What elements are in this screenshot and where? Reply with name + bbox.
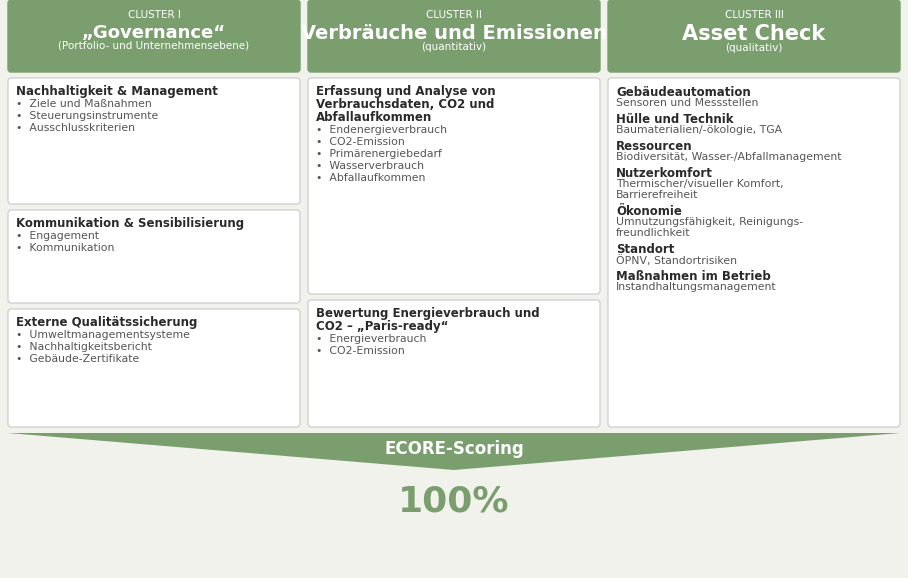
Text: •  Kommunikation: • Kommunikation — [16, 243, 114, 253]
Text: •  Abfallaufkommen: • Abfallaufkommen — [316, 173, 425, 183]
Text: Hülle und Technik: Hülle und Technik — [616, 113, 734, 126]
Text: ECORE-Scoring: ECORE-Scoring — [384, 439, 524, 458]
Text: freundlichkeit: freundlichkeit — [616, 228, 690, 238]
FancyBboxPatch shape — [608, 78, 900, 427]
Text: Abfallaufkommen: Abfallaufkommen — [316, 111, 432, 124]
Text: •  Gebäude-Zertifikate: • Gebäude-Zertifikate — [16, 354, 139, 364]
FancyBboxPatch shape — [8, 78, 300, 204]
Text: Asset Check: Asset Check — [683, 24, 825, 44]
Text: Sensoren und Messstellen: Sensoren und Messstellen — [616, 98, 758, 108]
Text: Externe Qualitätssicherung: Externe Qualitätssicherung — [16, 316, 197, 329]
Text: CLUSTER III: CLUSTER III — [725, 10, 784, 20]
Text: •  Ausschlusskriterien: • Ausschlusskriterien — [16, 123, 135, 133]
Text: Umnutzungsfähigkeit, Reinigungs-: Umnutzungsfähigkeit, Reinigungs- — [616, 217, 803, 227]
Text: (quantitativ): (quantitativ) — [421, 42, 487, 52]
Text: •  Umweltmanagementsysteme: • Umweltmanagementsysteme — [16, 330, 190, 340]
Text: „Governance“: „Governance“ — [82, 24, 226, 42]
FancyBboxPatch shape — [8, 210, 300, 303]
FancyBboxPatch shape — [308, 78, 600, 294]
Text: •  Ziele und Maßnahmen: • Ziele und Maßnahmen — [16, 99, 152, 109]
Text: •  Primärenergiebedarf: • Primärenergiebedarf — [316, 149, 442, 159]
Text: •  CO2-Emission: • CO2-Emission — [316, 346, 405, 356]
Text: CLUSTER II: CLUSTER II — [426, 10, 482, 20]
Text: Baumaterialien/-ökologie, TGA: Baumaterialien/-ökologie, TGA — [616, 125, 782, 135]
Polygon shape — [8, 433, 900, 470]
Text: CO2 – „Paris-ready“: CO2 – „Paris-ready“ — [316, 320, 449, 333]
Text: •  Endenergieverbrauch: • Endenergieverbrauch — [316, 125, 447, 135]
Text: Instandhaltungsmanagement: Instandhaltungsmanagement — [616, 282, 776, 292]
Text: Nachhaltigkeit & Management: Nachhaltigkeit & Management — [16, 85, 218, 98]
Text: Ressourcen: Ressourcen — [616, 140, 693, 153]
Text: (qualitativ): (qualitativ) — [725, 43, 783, 53]
Text: Biodiversität, Wasser-/Abfallmanagement: Biodiversität, Wasser-/Abfallmanagement — [616, 152, 842, 162]
Text: (Portfolio- und Unternehmensebene): (Portfolio- und Unternehmensebene) — [58, 41, 250, 51]
Text: •  Engagement: • Engagement — [16, 231, 99, 241]
Text: Verbräuche und Emissionen: Verbräuche und Emissionen — [301, 24, 607, 43]
Text: 100%: 100% — [399, 485, 509, 519]
Text: Gebäudeautomation: Gebäudeautomation — [616, 86, 751, 99]
FancyBboxPatch shape — [308, 0, 600, 72]
Text: Thermischer/visueller Komfort,: Thermischer/visueller Komfort, — [616, 179, 784, 189]
FancyBboxPatch shape — [8, 0, 300, 72]
Text: Ökonomie: Ökonomie — [616, 205, 682, 218]
Text: CLUSTER I: CLUSTER I — [127, 10, 181, 20]
Text: Erfassung und Analyse von: Erfassung und Analyse von — [316, 85, 496, 98]
Text: Verbrauchsdaten, CO2 und: Verbrauchsdaten, CO2 und — [316, 98, 494, 111]
Text: Kommunikation & Sensibilisierung: Kommunikation & Sensibilisierung — [16, 217, 244, 230]
Text: •  Steuerungsinstrumente: • Steuerungsinstrumente — [16, 111, 158, 121]
Text: •  CO2-Emission: • CO2-Emission — [316, 137, 405, 147]
FancyBboxPatch shape — [308, 300, 600, 427]
Text: Nutzerkomfort: Nutzerkomfort — [616, 167, 713, 180]
Text: ÖPNV, Standortrisiken: ÖPNV, Standortrisiken — [616, 255, 737, 266]
Text: Maßnahmen im Betrieb: Maßnahmen im Betrieb — [616, 270, 771, 283]
Text: •  Nachhaltigkeitsbericht: • Nachhaltigkeitsbericht — [16, 342, 152, 352]
Text: •  Energieverbrauch: • Energieverbrauch — [316, 334, 427, 344]
Text: Bewertung Energieverbrauch und: Bewertung Energieverbrauch und — [316, 307, 539, 320]
Text: •  Wasserverbrauch: • Wasserverbrauch — [316, 161, 424, 171]
FancyBboxPatch shape — [608, 0, 900, 72]
Text: Standort: Standort — [616, 243, 675, 256]
Text: Barrierefreiheit: Barrierefreiheit — [616, 190, 698, 200]
FancyBboxPatch shape — [8, 309, 300, 427]
